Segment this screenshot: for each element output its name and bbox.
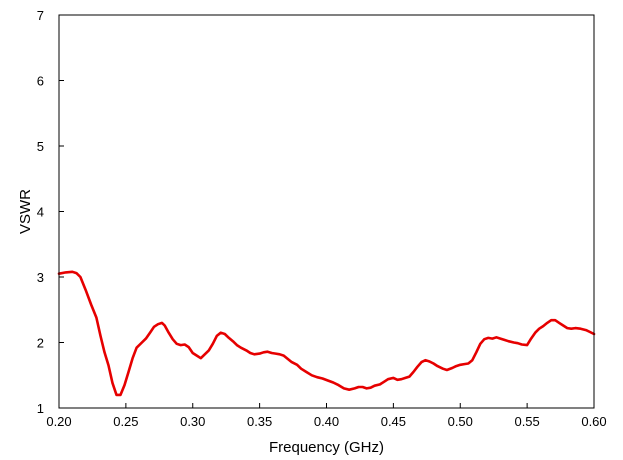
y-tick-label: 3 xyxy=(37,270,44,285)
y-tick-label: 4 xyxy=(37,205,44,220)
y-axis: 1 2 3 4 5 6 7 xyxy=(37,8,64,416)
y-tick-label: 5 xyxy=(37,139,44,154)
x-tick-label: 0.60 xyxy=(581,414,606,429)
y-tick-label: 7 xyxy=(37,8,44,23)
y-tick-label: 6 xyxy=(37,74,44,89)
x-axis: 0.20 0.25 0.30 0.35 0.40 0.45 0.50 0.55 0.60 xyxy=(46,403,607,429)
vswr-series-line xyxy=(57,270,596,397)
x-tick-label: 0.45 xyxy=(381,414,406,429)
y-axis-title: VSWR xyxy=(17,189,34,234)
y-tick-label: 1 xyxy=(37,401,44,416)
x-tick-label: 0.30 xyxy=(180,414,205,429)
x-axis-title: Frequency (GHz) xyxy=(269,439,384,456)
x-tick-label: 0.40 xyxy=(314,414,339,429)
x-tick-label: 0.35 xyxy=(247,414,272,429)
x-tick-label: 0.25 xyxy=(113,414,138,429)
x-tick-label: 0.20 xyxy=(46,414,71,429)
x-tick-label: 0.50 xyxy=(448,414,473,429)
x-tick-label: 0.55 xyxy=(514,414,539,429)
y-tick-label: 2 xyxy=(37,336,44,351)
series-layer xyxy=(57,270,596,397)
